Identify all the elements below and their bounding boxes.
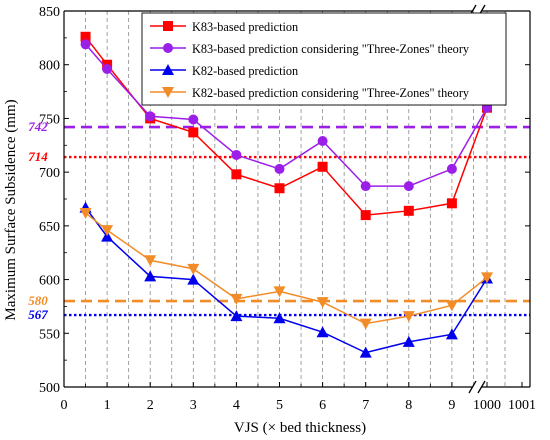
data-point	[187, 263, 200, 275]
data-point	[144, 270, 157, 282]
data-point	[445, 300, 458, 312]
axes-layer: 500 550 600 650 700 750 800 850 0 1 2 3 4 5 6 7 8 9 1000 10…	[39, 4, 536, 413]
x-tick-label: 1	[104, 398, 111, 413]
x-axis-break-mark	[477, 380, 486, 394]
data-point	[79, 207, 92, 219]
x-tick-label: 3	[190, 398, 197, 413]
legend-label: K83-based prediction considering "Three-…	[192, 42, 470, 56]
reference-line-label: 567	[28, 307, 48, 322]
data-point	[144, 255, 157, 267]
y-tick-label: 650	[39, 220, 60, 235]
data-point	[163, 21, 173, 31]
data-point	[360, 210, 371, 221]
data-point	[316, 297, 329, 309]
data-point	[359, 318, 372, 330]
legend-label: K82-based prediction considering "Three-…	[192, 86, 470, 100]
y-tick-label: 700	[39, 166, 60, 181]
legend-label: K82-based prediction	[192, 64, 298, 78]
x-tick-label: 0	[61, 398, 68, 413]
data-point	[230, 293, 243, 305]
reference-line-label: 742	[28, 119, 48, 134]
legend: K83-based prediction K83-based prediction…	[141, 12, 507, 106]
y-tick-label: 500	[39, 381, 60, 396]
data-point	[162, 64, 174, 75]
data-point	[80, 31, 91, 42]
data-point	[403, 205, 414, 216]
legend-label: K83-based prediction	[192, 20, 298, 34]
data-point	[402, 311, 415, 323]
data-point	[188, 127, 199, 138]
x-tick-label: 8	[405, 398, 412, 413]
y-axis-label: Maximum Surface Subsidence (mm)	[3, 99, 19, 320]
y-tick-label: 750	[39, 112, 60, 127]
series-2	[80, 39, 492, 192]
series-3	[79, 201, 493, 358]
data-point	[316, 326, 329, 338]
data-point	[317, 161, 328, 172]
series-layer	[79, 31, 493, 358]
data-point	[402, 335, 415, 347]
reference-line-label: 580	[28, 293, 48, 308]
data-point	[163, 43, 173, 53]
y-tick-label: 600	[39, 274, 60, 289]
data-point	[359, 346, 372, 358]
y-tick-label: 800	[39, 59, 60, 74]
data-point	[162, 87, 174, 98]
data-point	[317, 135, 328, 146]
data-point	[101, 225, 114, 237]
x-tick-label: 1001	[508, 398, 536, 413]
reference-line-label: 714	[28, 149, 48, 164]
data-point	[231, 169, 242, 180]
data-point	[145, 111, 156, 122]
data-point	[360, 181, 371, 192]
data-point	[445, 328, 458, 340]
data-point	[274, 183, 285, 194]
x-axis-break-mark	[468, 380, 477, 394]
data-point	[102, 64, 113, 75]
data-point	[230, 310, 243, 322]
series-4	[79, 207, 493, 330]
x-tick-label: 2	[147, 398, 154, 413]
data-point	[446, 163, 457, 174]
x-axis-label: VJS (× bed thickness)	[234, 420, 366, 436]
x-tick-label: 6	[319, 398, 326, 413]
data-point	[403, 181, 414, 192]
x-tick-label: 1000	[473, 398, 501, 413]
data-point	[273, 312, 286, 324]
data-point	[273, 286, 286, 298]
data-point	[187, 273, 200, 285]
y-tick-label: 550	[39, 327, 60, 342]
series-line	[85, 212, 488, 325]
data-point	[231, 149, 242, 160]
x-tick-label: 4	[233, 398, 240, 413]
data-point	[80, 39, 91, 50]
x-tick-label: 5	[276, 398, 283, 413]
x-tick-label: 9	[448, 398, 455, 413]
x-tick-label: 7	[362, 398, 369, 413]
data-point	[274, 163, 285, 174]
data-point	[446, 198, 457, 209]
data-point	[188, 114, 199, 125]
data-point	[481, 272, 493, 284]
y-tick-label: 850	[39, 5, 60, 20]
legend-box	[141, 12, 507, 106]
